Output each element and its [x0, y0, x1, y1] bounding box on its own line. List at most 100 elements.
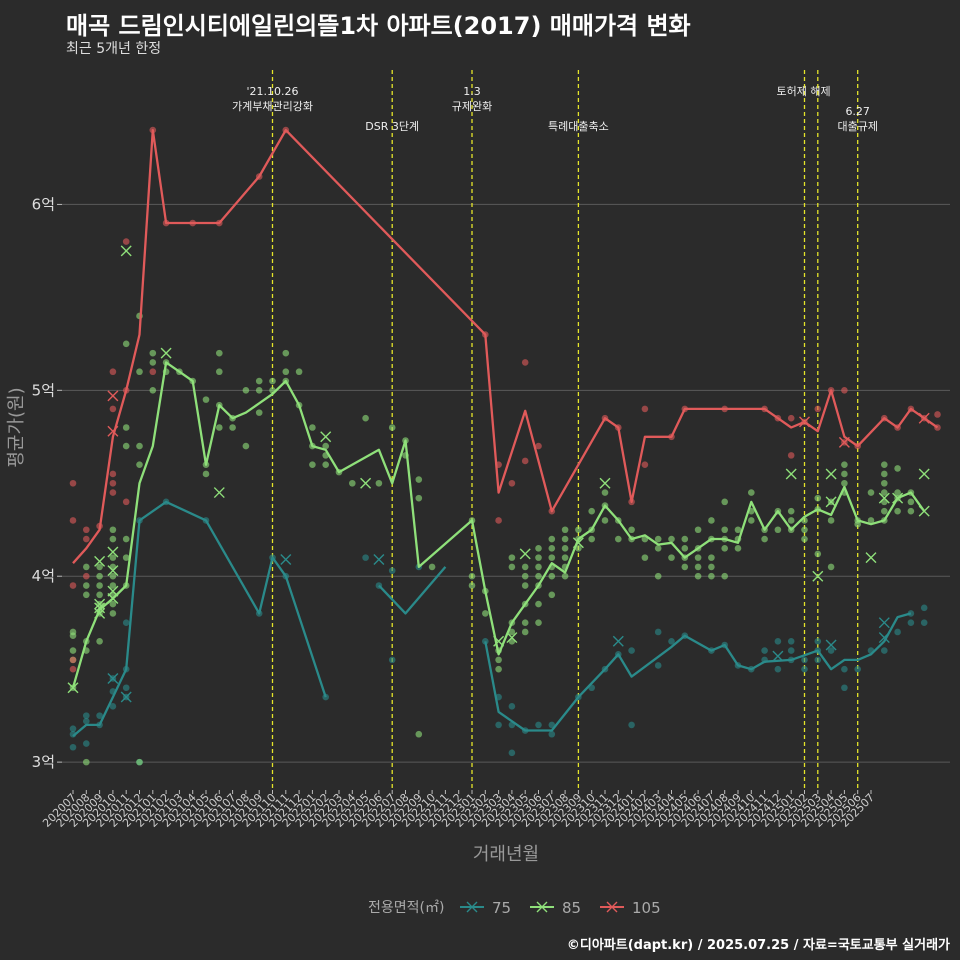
data-point [881, 461, 888, 468]
data-point [202, 470, 210, 478]
data-point [894, 465, 901, 472]
series-line [72, 500, 912, 737]
axes: 3억4억5억6억20200720200820200920201020201120… [6, 195, 877, 865]
data-point [109, 526, 117, 534]
legend-label: 85 [562, 899, 581, 917]
cross-marker [67, 682, 79, 694]
y-axis-title: 평균가(원) [6, 387, 27, 467]
cross-marker [825, 496, 837, 508]
data-point [69, 628, 77, 636]
data-point [668, 637, 675, 645]
data-point [255, 377, 263, 385]
data-point [814, 494, 822, 502]
data-point [122, 238, 130, 245]
cross-marker [772, 650, 784, 662]
data-point [548, 591, 556, 599]
cross-marker [94, 607, 106, 619]
data-point [561, 526, 569, 534]
data-point [535, 442, 542, 450]
data-point [787, 452, 795, 459]
cross-marker [107, 390, 119, 402]
data-point [255, 409, 263, 416]
data-point [668, 535, 675, 543]
data-point [229, 424, 236, 431]
data-point [83, 526, 90, 534]
data-point [601, 517, 609, 524]
data-point [468, 572, 476, 580]
data-point [867, 517, 875, 524]
data-point [681, 545, 689, 552]
data-point [894, 628, 901, 636]
data-point [136, 461, 143, 468]
data-point [96, 563, 103, 571]
cross-marker [373, 553, 385, 565]
data-point [495, 665, 502, 673]
data-point [83, 740, 90, 747]
data-point [721, 572, 728, 580]
data-point [388, 656, 396, 664]
data-point [242, 387, 250, 394]
data-point [269, 377, 276, 385]
data-point [109, 479, 117, 487]
data-point [349, 479, 356, 487]
cross-marker [878, 632, 890, 644]
cross-marker [94, 598, 106, 610]
data-point [83, 563, 90, 571]
legend-key-cross [606, 901, 618, 913]
data-point [122, 498, 130, 506]
data-point [841, 665, 848, 673]
event-label: '21.10.26 가계부채관리강화 [232, 85, 313, 113]
data-point [535, 572, 542, 580]
data-point [521, 563, 529, 571]
data-point [83, 712, 90, 719]
legend-label: 75 [492, 899, 511, 917]
data-point [628, 647, 635, 654]
y-tick-label: 4억 [32, 567, 55, 585]
data-point [827, 563, 835, 571]
data-point [641, 554, 649, 561]
cross-marker [120, 245, 132, 257]
legend-label: 105 [632, 899, 661, 917]
data-point [521, 628, 529, 636]
data-point [841, 461, 848, 468]
data-point [122, 442, 130, 450]
data-point [83, 572, 90, 580]
cross-marker [865, 552, 877, 564]
data-point [482, 610, 489, 617]
data-point [495, 721, 502, 729]
data-point [149, 359, 157, 366]
data-point [774, 637, 782, 645]
cross-marker [785, 468, 797, 480]
legend-title: 전용면적(㎡) [368, 900, 444, 916]
data-point [136, 758, 143, 766]
data-point [83, 591, 90, 599]
data-point [561, 572, 569, 580]
data-point [83, 758, 90, 766]
data-point [109, 554, 117, 561]
data-point [708, 572, 715, 580]
data-point [548, 572, 556, 580]
cross-marker [94, 555, 106, 567]
data-point [628, 526, 635, 534]
data-point [841, 684, 848, 692]
data-point [495, 656, 502, 664]
data-point [96, 591, 103, 599]
data-point [535, 545, 542, 552]
data-point [96, 712, 103, 719]
data-point [894, 489, 901, 496]
data-point [721, 545, 728, 552]
data-point [801, 656, 808, 664]
data-point [69, 479, 77, 487]
data-point [109, 489, 117, 496]
data-point [508, 749, 516, 757]
data-point [854, 665, 861, 673]
data-point [654, 545, 662, 552]
data-point [521, 619, 529, 626]
data-point [774, 665, 782, 673]
data-point [761, 647, 768, 654]
data-point [654, 535, 662, 543]
data-point [575, 526, 582, 534]
data-point [654, 662, 662, 669]
